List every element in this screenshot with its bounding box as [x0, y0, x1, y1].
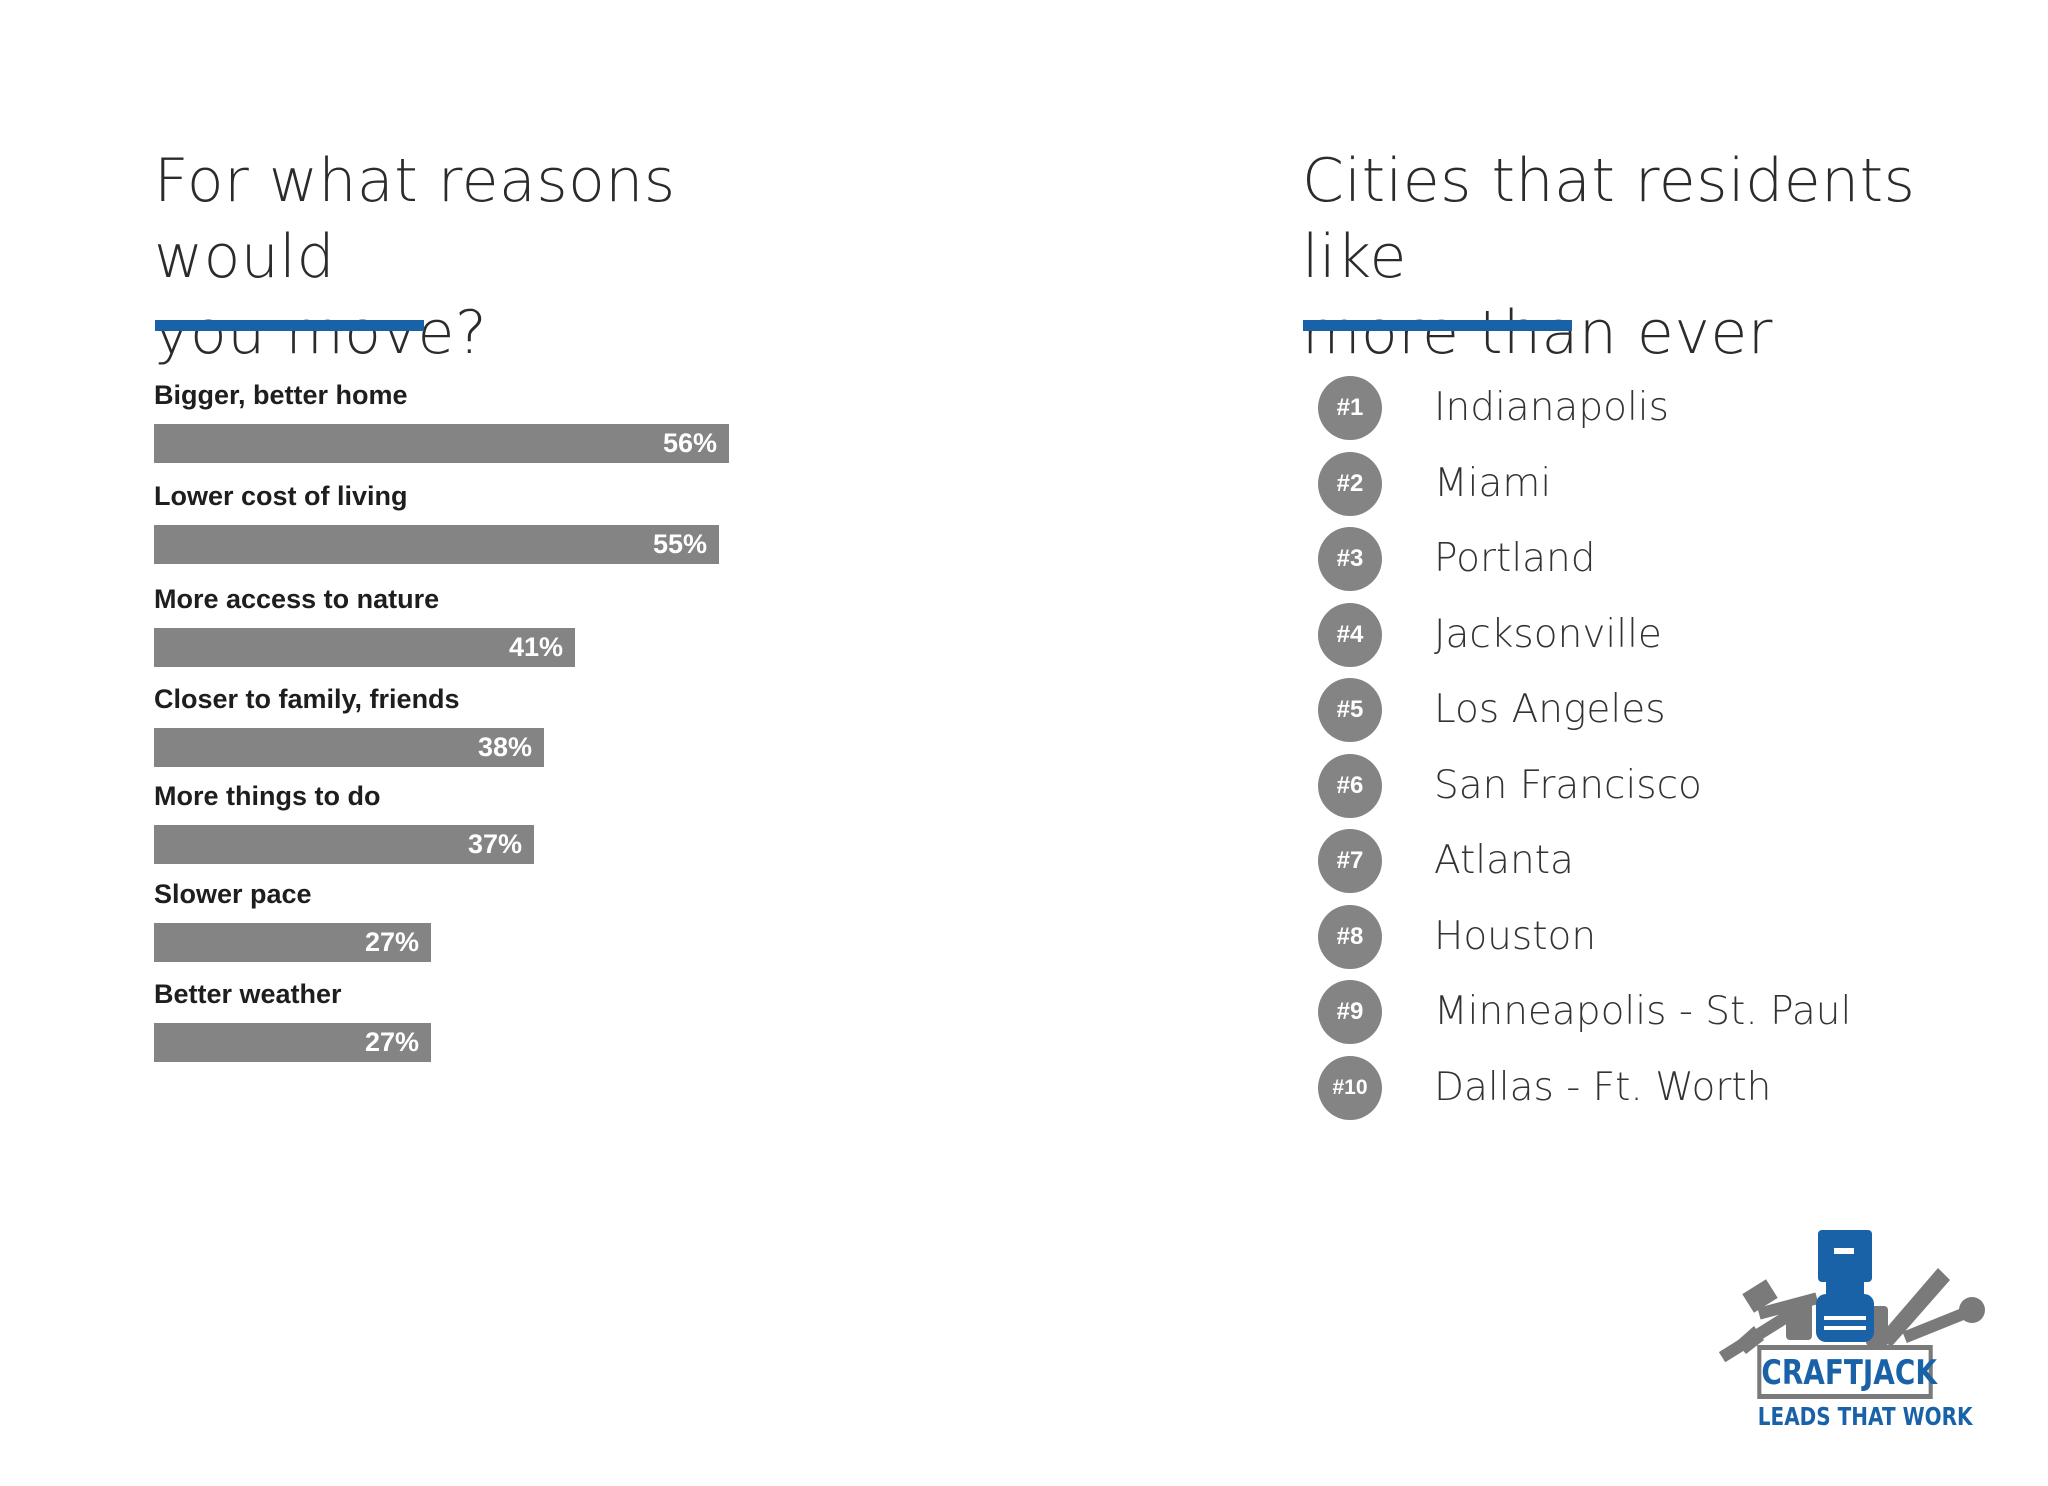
bar-value-label: 27%: [364, 1027, 419, 1057]
city-list-item: #3 Portland: [1318, 527, 2018, 591]
city-list-item: #5 Los Angeles: [1318, 678, 2018, 742]
logo-hand-detail: [1824, 1248, 1866, 1330]
bar-value-label: 55%: [652, 529, 707, 559]
city-name: Indianapolis: [1434, 385, 1669, 430]
bar: 38%: [154, 728, 544, 767]
bar-value-label: 38%: [477, 732, 532, 762]
logo-brand-text: CRAFTJACK: [1761, 1353, 1937, 1393]
bar: 37%: [154, 825, 534, 864]
bar: 55%: [154, 525, 719, 564]
city-list-item: #7 Atlanta: [1318, 829, 2018, 893]
bar-value-label: 27%: [364, 927, 419, 957]
city-name: San Francisco: [1434, 763, 1702, 808]
logo-tagline: LEADS THAT WORK: [1757, 1402, 1973, 1431]
reasons-title: For what reasons would you move?: [154, 143, 854, 371]
city-name: Houston: [1434, 914, 1597, 959]
city-list-item: #9 Minneapolis - St. Paul: [1318, 980, 2018, 1044]
city-list-item: #1 Indianapolis: [1318, 376, 2018, 440]
rank-badge: #9: [1318, 980, 1382, 1044]
bar-category-label: Bigger, better home: [154, 380, 408, 410]
bar-value-label: 37%: [467, 829, 522, 859]
bar-value-label: 56%: [662, 428, 717, 458]
cities-title-underline: [1303, 320, 1572, 331]
rank-badge: #2: [1318, 452, 1382, 516]
bar-category-label: Slower pace: [154, 879, 312, 909]
bar-category-label: More access to nature: [154, 584, 440, 614]
rank-badge: #8: [1318, 905, 1382, 969]
bar-category-label: Closer to family, friends: [154, 684, 460, 714]
bar-category-label: More things to do: [154, 781, 381, 811]
logo-hand: [1816, 1230, 1874, 1342]
bar: 56%: [154, 424, 729, 463]
city-name: Atlanta: [1434, 838, 1574, 883]
bar: 27%: [154, 923, 431, 962]
bar-category-label: Better weather: [154, 979, 342, 1009]
rank-badge: #7: [1318, 829, 1382, 893]
bar-category-label: Lower cost of living: [154, 481, 408, 511]
cities-title-line-1: Cities that residents like: [1302, 146, 1916, 292]
city-list-item: #4 Jacksonville: [1318, 603, 2018, 667]
tools-and-hand-icon: [1718, 1230, 1985, 1363]
city-list-item: #6 San Francisco: [1318, 754, 2018, 818]
rank-badge: #5: [1318, 678, 1382, 742]
city-list-item: #2 Miami: [1318, 452, 2018, 516]
rank-badge: #4: [1318, 603, 1382, 667]
logo-tools-right: [1866, 1268, 1985, 1346]
bar-value-label: 41%: [508, 632, 563, 662]
city-list-item: #8 Houston: [1318, 905, 2018, 969]
reasons-title-line-1: For what reasons would: [154, 146, 676, 292]
reasons-bar-chart: Bigger, better home 56% Lower cost of livi…: [152, 380, 932, 1080]
city-name: Portland: [1434, 536, 1596, 581]
reasons-title-underline: [155, 320, 424, 331]
bar: 27%: [154, 1023, 431, 1062]
cities-title: Cities that residents like more than eve…: [1302, 143, 2002, 371]
bar: 41%: [154, 628, 575, 667]
reasons-title-line-2: you move?: [154, 298, 488, 368]
city-name: Dallas - Ft. Worth: [1434, 1065, 1772, 1110]
city-name: Miami: [1434, 461, 1552, 506]
rank-badge: #6: [1318, 754, 1382, 818]
city-list-item: #10 Dallas - Ft. Worth: [1318, 1056, 2018, 1120]
cities-title-line-2: more than ever: [1302, 298, 1773, 368]
logo-tools-left: [1718, 1279, 1819, 1363]
city-name: Los Angeles: [1434, 687, 1666, 732]
logo-brand-box: CRAFTJACK: [1757, 1345, 1937, 1399]
rank-badge: #3: [1318, 527, 1382, 591]
city-name: Jacksonville: [1434, 612, 1662, 657]
rank-badge: #10: [1318, 1056, 1382, 1120]
craftjack-logo: CRAFTJACK LEADS THAT WORK: [1706, 1230, 1986, 1440]
rank-badge: #1: [1318, 376, 1382, 440]
city-name: Minneapolis - St. Paul: [1434, 989, 1852, 1034]
